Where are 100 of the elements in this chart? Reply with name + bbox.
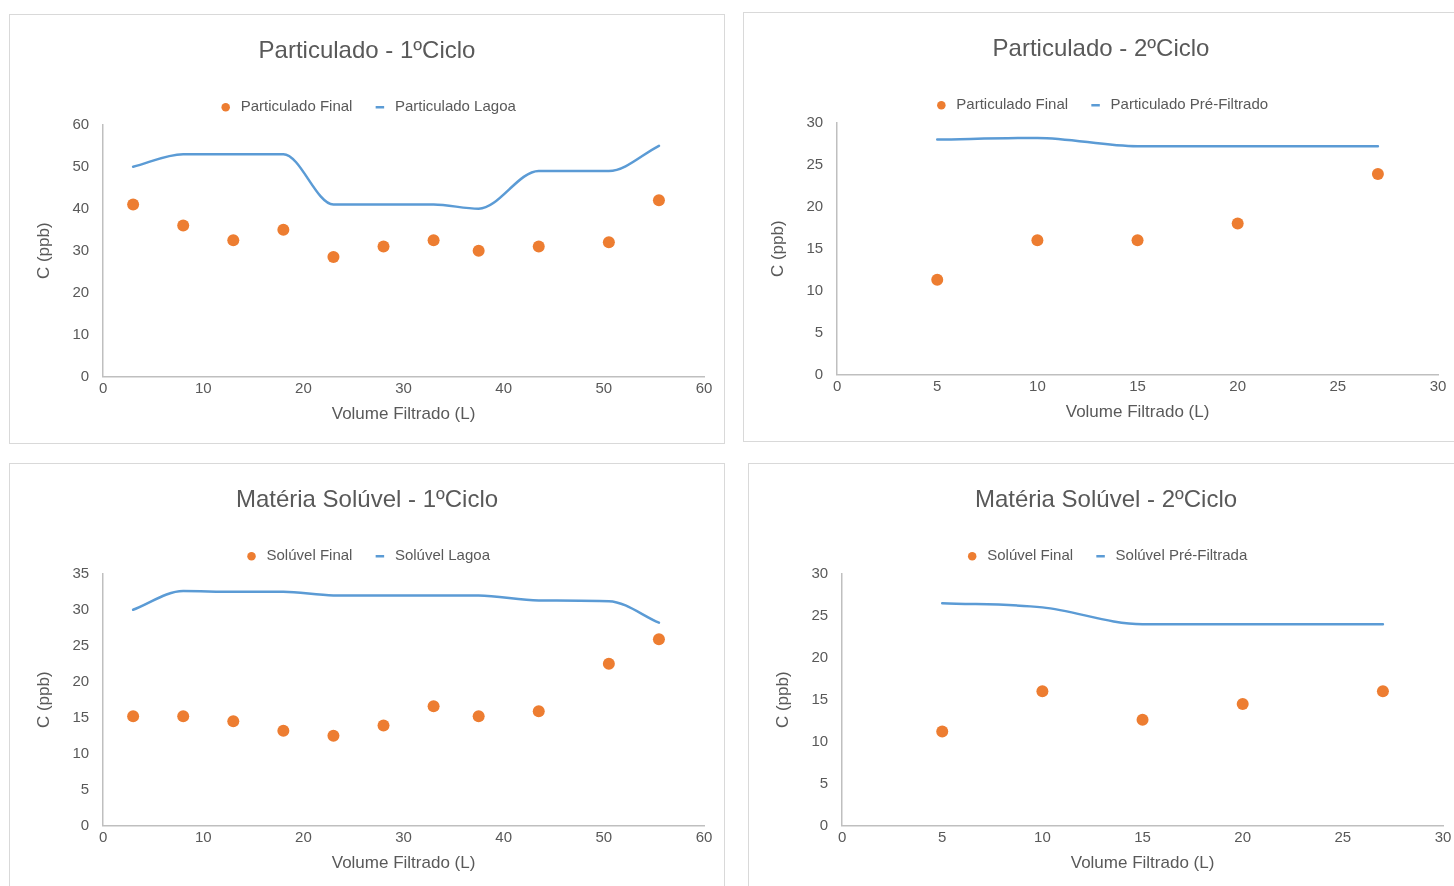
point (1376, 685, 1389, 698)
point (177, 710, 190, 723)
y-tick-label: 20 (811, 647, 829, 665)
point (327, 251, 340, 263)
y-tick-label: 20 (72, 282, 90, 300)
x-tick-label: 10 (1034, 827, 1051, 845)
chart-title: Matéria Solúvel - 1ºCiclo (235, 485, 499, 513)
x-tick-label: 40 (495, 378, 513, 396)
point (602, 236, 615, 249)
x-tick-label: 20 (1234, 827, 1252, 845)
y-tick-label: 25 (806, 154, 824, 172)
y-axis-title: C (ppb) (33, 222, 53, 280)
y-tick-label: 15 (72, 707, 90, 725)
y-tick-label: 5 (814, 322, 824, 340)
point (277, 724, 290, 737)
point (127, 198, 140, 211)
line-series (131, 144, 661, 210)
point (377, 719, 390, 732)
legend-label: Solúvel Final (266, 546, 353, 564)
legend-label: Solúvel Pré-Filtrada (1115, 546, 1248, 564)
legend-label: Particulado Pré-Filtrado (1110, 95, 1269, 113)
x-tick-label: 20 (295, 827, 312, 845)
point (227, 234, 240, 247)
chart-title: Matéria Solúvel - 2ºCiclo (974, 485, 1238, 513)
x-axis-title: Volume Filtrado (L) (331, 853, 476, 873)
point (277, 223, 290, 236)
y-tick-label: 10 (72, 324, 90, 342)
y-axis-title: C (ppb) (33, 671, 53, 729)
point (1231, 217, 1244, 230)
y-axis-title: C (ppb) (772, 671, 792, 729)
y-tick-label: 20 (72, 671, 90, 689)
x-tick-label: 30 (395, 827, 412, 845)
x-tick-label: 0 (98, 827, 108, 845)
chart-title: Particulado - 1ºCiclo (258, 36, 476, 64)
x-tick-label: 10 (194, 378, 212, 396)
x-tick-label: 20 (1229, 376, 1247, 394)
legend-label: Solúvel Final (987, 546, 1074, 564)
x-tick-label: 50 (595, 827, 613, 845)
x-tick-label: 0 (98, 378, 108, 396)
y-tick-label: 30 (806, 112, 824, 130)
x-tick-label: 30 (1429, 376, 1447, 394)
point (652, 194, 665, 207)
x-tick-label: 15 (1134, 827, 1151, 845)
x-axis-title: Volume Filtrado (L) (1065, 402, 1210, 422)
point (1131, 234, 1144, 247)
point (1031, 234, 1044, 247)
point (472, 710, 485, 723)
point (127, 710, 140, 723)
x-tick-label: 25 (1329, 376, 1347, 394)
x-tick-label: 10 (1029, 376, 1046, 394)
x-tick-label: 0 (832, 376, 842, 394)
y-tick-label: 10 (806, 280, 824, 298)
y-axis-title: C (ppb) (767, 220, 787, 278)
point (1371, 168, 1384, 180)
x-tick-label: 30 (395, 378, 412, 396)
chart-title: Particulado - 2ºCiclo (992, 34, 1210, 62)
legend-label: Particulado Lagoa (394, 97, 517, 115)
point (1036, 685, 1049, 698)
x-axis-title: Volume Filtrado (L) (1070, 853, 1215, 873)
x-tick-label: 20 (295, 378, 312, 396)
point (377, 240, 390, 253)
x-tick-label: 0 (837, 827, 847, 845)
y-tick-label: 0 (80, 815, 90, 833)
y-tick-label: 35 (72, 563, 90, 581)
x-tick-label: 25 (1334, 827, 1352, 845)
point (532, 705, 545, 718)
y-tick-label: 40 (72, 198, 90, 216)
x-axis-title: Volume Filtrado (L) (331, 404, 476, 424)
legend-label: Particulado Final (240, 97, 353, 115)
y-tick-label: 0 (814, 364, 824, 382)
y-tick-label: 5 (819, 773, 829, 791)
y-tick-label: 10 (72, 743, 90, 761)
y-tick-label: 25 (811, 605, 829, 623)
x-tick-label: 5 (933, 376, 942, 394)
y-tick-label: 50 (72, 156, 90, 174)
y-tick-label: 60 (72, 114, 90, 132)
point (227, 715, 240, 728)
x-tick-label: 60 (695, 827, 713, 845)
y-tick-label: 20 (806, 196, 824, 214)
x-tick-label: 40 (495, 827, 513, 845)
legend-label: Particulado Final (956, 95, 1069, 113)
y-tick-label: 30 (811, 563, 829, 581)
x-tick-label: 15 (1129, 376, 1146, 394)
point (472, 244, 485, 257)
x-tick-label: 10 (194, 827, 212, 845)
point (936, 725, 949, 738)
point (427, 234, 440, 247)
x-tick-label: 5 (938, 827, 947, 845)
x-tick-label: 60 (695, 378, 713, 396)
y-tick-label: 25 (72, 635, 90, 653)
point (931, 273, 944, 286)
point (652, 633, 665, 646)
point (177, 219, 190, 232)
y-tick-label: 30 (72, 240, 90, 258)
y-tick-label: 10 (811, 731, 829, 749)
point (327, 729, 340, 742)
y-tick-label: 15 (806, 238, 824, 256)
point (1236, 697, 1249, 710)
point (427, 700, 440, 713)
x-tick-label: 30 (1434, 827, 1452, 845)
